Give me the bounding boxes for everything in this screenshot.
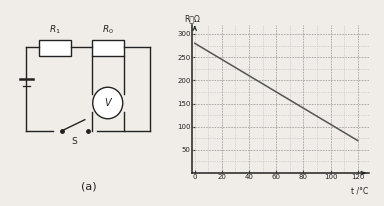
Bar xyxy=(92,40,124,56)
Text: R／Ω: R／Ω xyxy=(184,15,200,24)
Text: $R_0$: $R_0$ xyxy=(102,24,114,36)
Text: (a): (a) xyxy=(81,181,96,191)
Text: $R_1$: $R_1$ xyxy=(49,24,61,36)
Circle shape xyxy=(93,87,123,119)
Text: V: V xyxy=(104,98,111,108)
Bar xyxy=(39,40,71,56)
Text: t /°C: t /°C xyxy=(351,186,369,195)
Text: S: S xyxy=(71,137,77,146)
